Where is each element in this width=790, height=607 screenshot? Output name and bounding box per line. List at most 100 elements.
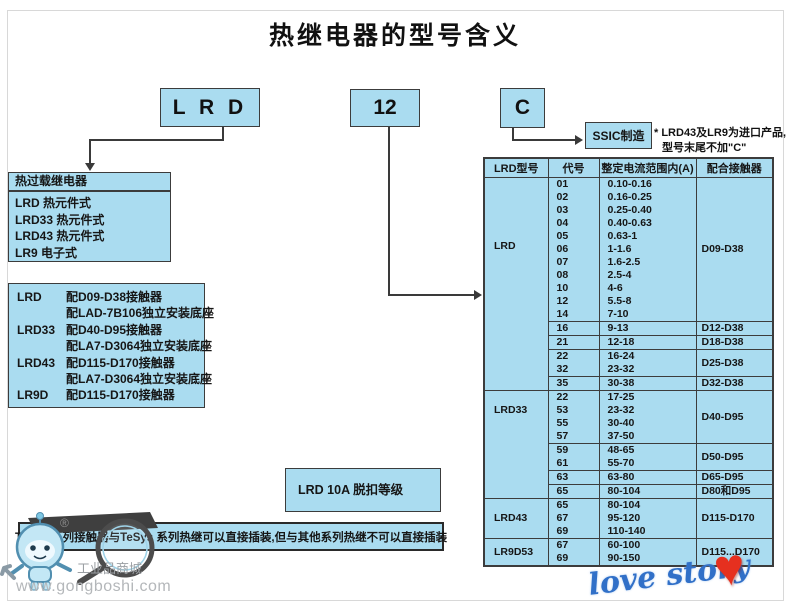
contactor-cell: D40-D95	[695, 390, 774, 444]
ssic-box: SSIC制造	[585, 122, 652, 149]
pairing-desc: 配LA7-D3064独立安装底座	[66, 372, 213, 387]
spec-table-row: 57 37-50	[484, 430, 773, 444]
code-cell: 32	[547, 363, 600, 377]
spec-table-row: 53 23-32	[484, 404, 773, 417]
overload-item: LRD 热元件式	[15, 196, 91, 210]
contactor-cell: D32-D38	[695, 376, 774, 391]
magnifier-inner-ring	[102, 525, 148, 571]
spec-table-row: 06 1-1.6	[484, 243, 773, 256]
overload-item: LR9 电子式	[15, 245, 78, 260]
current-range-cell: 55-70	[598, 457, 697, 471]
code-cell: 69	[547, 525, 600, 539]
code-cell: 16	[547, 321, 600, 336]
current-range-cell: 12-18	[598, 335, 697, 350]
current-range-cell: 95-120	[598, 512, 697, 525]
robot-eye-right	[44, 545, 50, 551]
spec-table-row: 02 0.16-0.25	[484, 191, 773, 204]
pairing-desc: 配D115-D170接触器	[66, 388, 175, 403]
pairing-model: LRD33	[17, 322, 56, 337]
contactor-cell: D80和D95	[695, 484, 774, 499]
code-cell: 03	[547, 204, 600, 217]
magnifier-handle	[77, 564, 107, 585]
spec-table-row: 14 7-10	[484, 308, 773, 322]
current-range-cell: 37-50	[598, 430, 697, 444]
code-cell: 35	[547, 376, 600, 391]
code-cell: 69	[547, 552, 600, 566]
spec-table-header: 整定电流范围内(A)	[598, 157, 697, 178]
current-range-cell: 1-1.6	[598, 243, 697, 256]
code-cell: 63	[547, 470, 600, 485]
contactor-cell: D115-D170	[695, 498, 774, 539]
spec-table-row: LRD 01 0.10-0.16 D09-D38	[483, 177, 774, 391]
code-cell: 06	[547, 243, 600, 256]
current-range-cell: 5.5-8	[598, 295, 697, 308]
current-range-cell: 16-24	[598, 349, 697, 363]
current-range-cell: 30-40	[598, 417, 697, 430]
current-range-cell: 90-150	[598, 552, 697, 566]
code-cell: 67	[547, 512, 600, 525]
overload-item: LRD33 热元件式	[15, 212, 105, 227]
current-range-cell: 0.16-0.25	[598, 191, 697, 204]
code-cell: 05	[547, 230, 600, 243]
spec-table-row: 61 55-70	[484, 457, 773, 471]
robot-body	[28, 566, 52, 583]
graduation-cap-icon	[28, 512, 158, 534]
spec-table-row: LRD43 65 80-104 D115-D170	[483, 498, 774, 539]
code-cell: 01	[547, 177, 600, 191]
code-cell: 65	[547, 484, 600, 499]
code-cell: 12	[547, 295, 600, 308]
spec-table-row: LR9D53 67 60-100 D115...D170	[483, 538, 774, 566]
current-range-cell: 4-6	[598, 282, 697, 295]
contactor-cell: D18-D38	[695, 335, 774, 350]
robot-arm-left	[9, 564, 24, 576]
antenna-ball	[36, 512, 44, 520]
code-box-current: 12	[350, 89, 420, 127]
spec-table: LRD型号 代号 整定电流范围内(A) 配合接触器 LRD 01 0.10-0.16 D09…	[483, 157, 774, 567]
pairing-model: LRD	[17, 290, 42, 304]
spec-table-row: 21 12-18 D18-D38	[484, 335, 774, 350]
model-cell: LRD	[483, 177, 549, 391]
connector-12-v	[388, 127, 390, 296]
code-box-suffix: C	[500, 88, 545, 128]
current-range-cell: 80-104	[598, 498, 697, 512]
pairing-row: LRD 配D09-D38接触器	[17, 289, 204, 305]
code-cell: 61	[547, 457, 600, 471]
pairing-desc: 配D09-D38接触器	[66, 290, 163, 304]
spec-table-row: LRD33 22 17-25 D40-D95	[483, 390, 774, 499]
current-range-cell: 9-13	[598, 321, 697, 336]
spec-table-row: 05 0.63-1	[484, 230, 773, 243]
spec-table-header: LRD型号	[483, 157, 549, 178]
spec-table-header: 配合接触器	[695, 157, 774, 178]
spec-table-row: 65 80-104 D80和D95	[484, 484, 774, 499]
code-cell: 02	[547, 191, 600, 204]
spec-table-row: 55 30-40	[484, 417, 773, 430]
connector-lrd-h	[89, 139, 224, 141]
import-note-line1: * LRD43及LR9为进口产品,	[654, 127, 787, 139]
pairing-desc: 配D40-D95接触器	[66, 322, 163, 337]
contactor-cell: D115...D170	[695, 538, 774, 566]
current-range-cell: 2.5-4	[598, 269, 697, 282]
contactor-cell: D65-D95	[695, 470, 774, 485]
current-range-cell: 110-140	[598, 525, 697, 539]
watermark-url: www.gongboshi.com	[16, 578, 172, 595]
current-range-cell: 0.10-0.16	[598, 177, 697, 191]
model-cell: LRD43	[483, 498, 549, 539]
code-cell: 67	[547, 538, 600, 552]
spec-table-body: LRD 01 0.10-0.16 D09-D38 02 0.16-0.25 03 0.25-0…	[483, 177, 774, 566]
overload-header: 热过载继电器	[8, 172, 171, 191]
spec-table-row: 03 0.25-0.40	[484, 204, 773, 217]
pairing-row: 配LA7-D3064独立安装底座	[17, 371, 212, 387]
pairing-desc: 配LAD-7B106独立安装底座	[66, 306, 215, 321]
current-range-cell: 30-38	[598, 376, 697, 391]
magnifier-icon	[95, 518, 155, 578]
spec-table-row: 12 5.5-8	[484, 295, 773, 308]
current-range-cell: 80-104	[598, 484, 697, 499]
contactor-cell: D12-D38	[695, 321, 774, 336]
arrowhead-12-icon	[474, 290, 482, 300]
heart-icon: ♥	[711, 537, 748, 599]
current-range-cell: 0.40-0.63	[598, 217, 697, 230]
contactor-cell: D50-D95	[695, 443, 774, 471]
spec-table-row: 08 2.5-4	[484, 269, 773, 282]
registered-mark: ®	[60, 516, 69, 530]
